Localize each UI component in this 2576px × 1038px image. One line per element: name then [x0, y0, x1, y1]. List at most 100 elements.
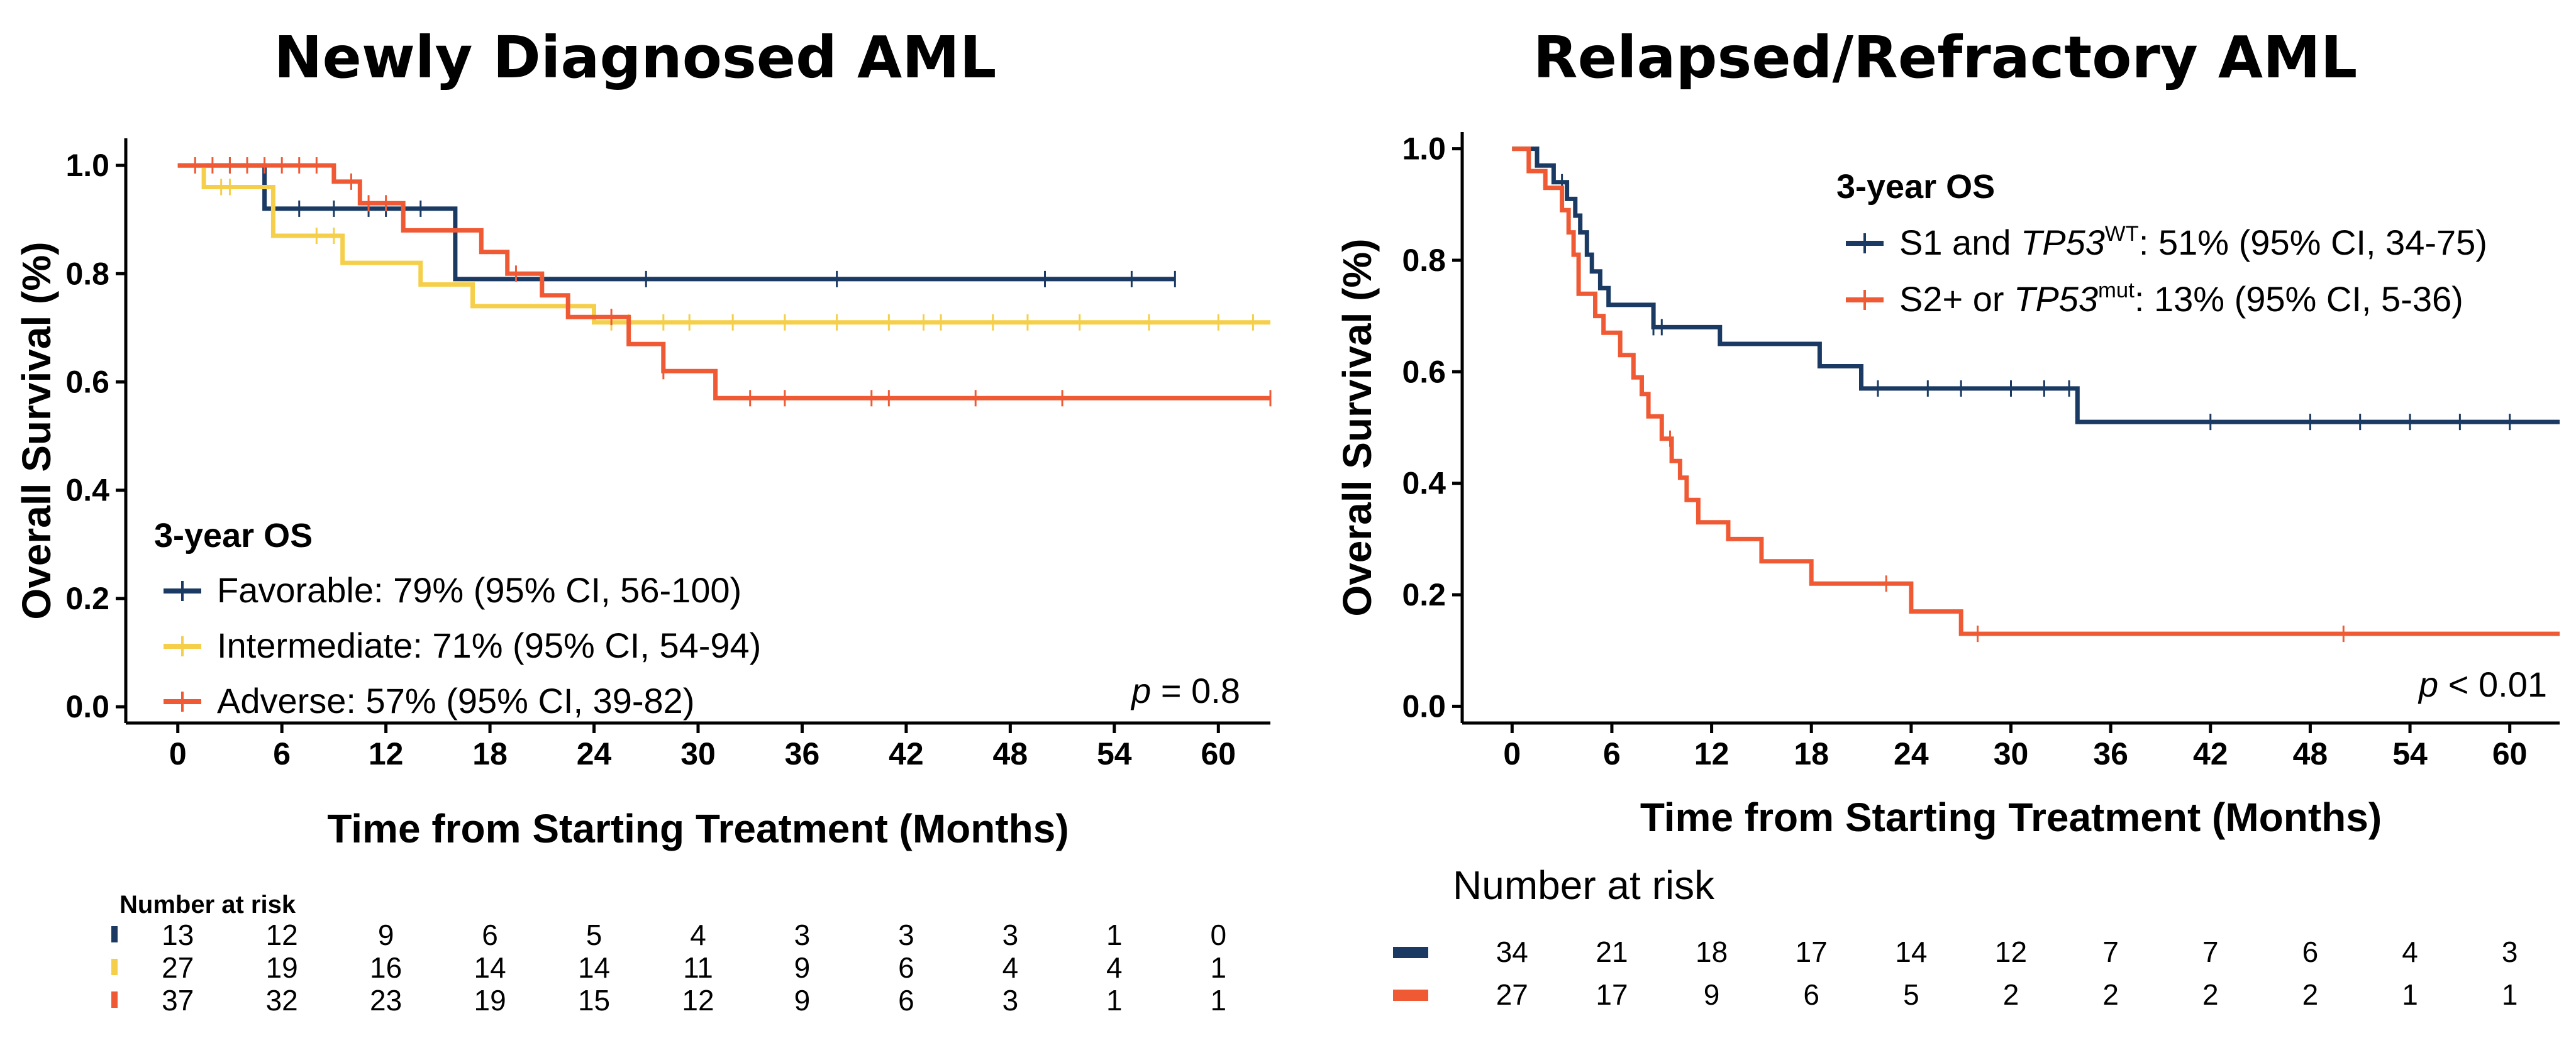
y-tick-label: 0.6	[65, 365, 109, 400]
risk-count: 1	[2402, 978, 2418, 1011]
risk-count: 13	[162, 919, 194, 951]
risk-count: 4	[690, 919, 706, 951]
y-tick-label: 0.2	[65, 581, 109, 616]
y-tick-label: 0.2	[1402, 577, 1446, 612]
risk-count: 2	[2102, 978, 2119, 1011]
risk-count: 14	[1895, 936, 1927, 968]
x-tick-label: 60	[2492, 736, 2528, 771]
risk-count: 12	[682, 984, 714, 1017]
risk-count: 5	[1903, 978, 1919, 1011]
y-axis-label: Overall Survival (%)	[1335, 238, 1380, 616]
risk-row-marker	[1393, 947, 1428, 958]
x-tick-label: 36	[785, 736, 820, 771]
survival-curve	[177, 163, 1270, 400]
risk-count: 3	[1002, 919, 1019, 951]
risk-count: 9	[1704, 978, 1720, 1011]
risk-count: 12	[1995, 936, 2027, 968]
legend: 3-year OS S1 and TP53WT: 51% (95% CI, 34-…	[1836, 168, 2487, 319]
risk-count: 6	[482, 919, 498, 951]
x-tick-label: 48	[993, 736, 1028, 771]
x-tick-label: 24	[577, 736, 612, 771]
risk-count: 3	[794, 919, 811, 951]
risk-count: 27	[162, 951, 194, 984]
x-tick-label: 60	[1201, 736, 1236, 771]
x-tick-label: 6	[1603, 736, 1621, 771]
survival-curve	[1512, 146, 2560, 424]
survival-curve	[177, 163, 1175, 282]
x-tick-label: 0	[169, 736, 187, 771]
x-tick-label: 12	[369, 736, 404, 771]
left-survival-chart: 0.00.20.40.60.81.00 6 12 18 24 30 36 42 48 54 60Ti…	[14, 138, 1272, 1017]
risk-count: 15	[578, 984, 610, 1017]
risk-count: 1	[1210, 984, 1226, 1017]
x-tick-label: 12	[1694, 736, 1729, 771]
risk-count: 6	[898, 984, 914, 1017]
y-tick-label: 0.0	[1402, 688, 1446, 724]
x-tick-label: 54	[1097, 736, 1132, 771]
x-tick-label: 18	[1794, 736, 1829, 771]
risk-count: 3	[1002, 984, 1019, 1017]
risk-count: 2	[2202, 978, 2219, 1011]
y-tick-label: 0.4	[1402, 466, 1446, 501]
legend-title: 3-year OS	[1836, 168, 1995, 206]
x-axis-label: Time from Starting Treatment (Months)	[327, 806, 1069, 851]
x-tick-label: 36	[2093, 736, 2128, 771]
risk-count: 4	[2402, 936, 2418, 968]
risk-count: 21	[1596, 936, 1628, 968]
risk-count: 37	[162, 984, 194, 1017]
y-tick-label: 0.0	[65, 689, 109, 724]
risk-count: 5	[586, 919, 602, 951]
risk-row-marker	[111, 959, 118, 975]
risk-count: 27	[1496, 978, 1528, 1011]
x-axis-label: Time from Starting Treatment (Months)	[1640, 795, 2382, 840]
y-tick-label: 0.6	[1402, 354, 1446, 389]
risk-count: 23	[370, 984, 402, 1017]
p-value-label: p < 0.01	[2418, 665, 2547, 704]
risk-count: 34	[1496, 936, 1528, 968]
risk-count: 7	[2102, 936, 2119, 968]
risk-count: 0	[1210, 919, 1226, 951]
risk-count: 11	[683, 951, 713, 984]
y-axis-label: Overall Survival (%)	[14, 241, 59, 619]
risk-count: 14	[474, 951, 506, 984]
x-tick-label: 30	[1994, 736, 2029, 771]
right-chart-title: Relapsed/Refractory AML	[1533, 24, 2358, 91]
risk-row-marker	[1393, 990, 1428, 1001]
risk-count: 19	[266, 951, 298, 984]
survival-curve	[1512, 146, 2560, 636]
risk-count: 4	[1106, 951, 1123, 984]
left-chart-title: Newly Diagnosed AML	[274, 24, 997, 91]
x-tick-label: 42	[889, 736, 924, 771]
risk-count: 4	[1002, 951, 1019, 984]
risk-table-title: Number at risk	[119, 891, 296, 919]
risk-row-marker	[111, 991, 118, 1008]
series-navy	[1512, 146, 2560, 431]
y-tick-label: 0.4	[65, 473, 109, 508]
risk-row-marker	[111, 926, 118, 942]
risk-count: 16	[370, 951, 402, 984]
risk-count: 17	[1596, 978, 1628, 1011]
risk-count: 7	[2202, 936, 2219, 968]
risk-count: 9	[794, 984, 811, 1017]
legend-label: Intermediate: 71% (95% CI, 54-94)	[217, 626, 761, 665]
y-tick-label: 0.8	[1402, 243, 1446, 278]
risk-count: 3	[898, 919, 914, 951]
risk-count: 2	[2302, 978, 2319, 1011]
right-survival-chart: 0.00.20.40.60.81.00 6 12 18 24 30 36 42 48 54 60Ti…	[1335, 131, 2560, 1011]
p-value-label: p = 0.8	[1130, 671, 1240, 710]
legend-label: S1 and TP53WT: 51% (95% CI, 34-75)	[1899, 222, 2487, 262]
legend-label: S2+ or TP53mut: 13% (95% CI, 5-36)	[1899, 279, 2463, 319]
y-tick-label: 1.0	[1402, 131, 1446, 167]
x-tick-label: 24	[1894, 736, 1929, 771]
risk-count: 6	[898, 951, 914, 984]
series-orange	[177, 157, 1272, 407]
x-tick-label: 42	[2193, 736, 2228, 771]
risk-count: 17	[1796, 936, 1828, 968]
x-tick-label: 48	[2293, 736, 2328, 771]
legend-title: 3-year OS	[154, 517, 313, 555]
legend-label: Favorable: 79% (95% CI, 56-100)	[217, 570, 741, 610]
x-tick-label: 18	[472, 736, 508, 771]
